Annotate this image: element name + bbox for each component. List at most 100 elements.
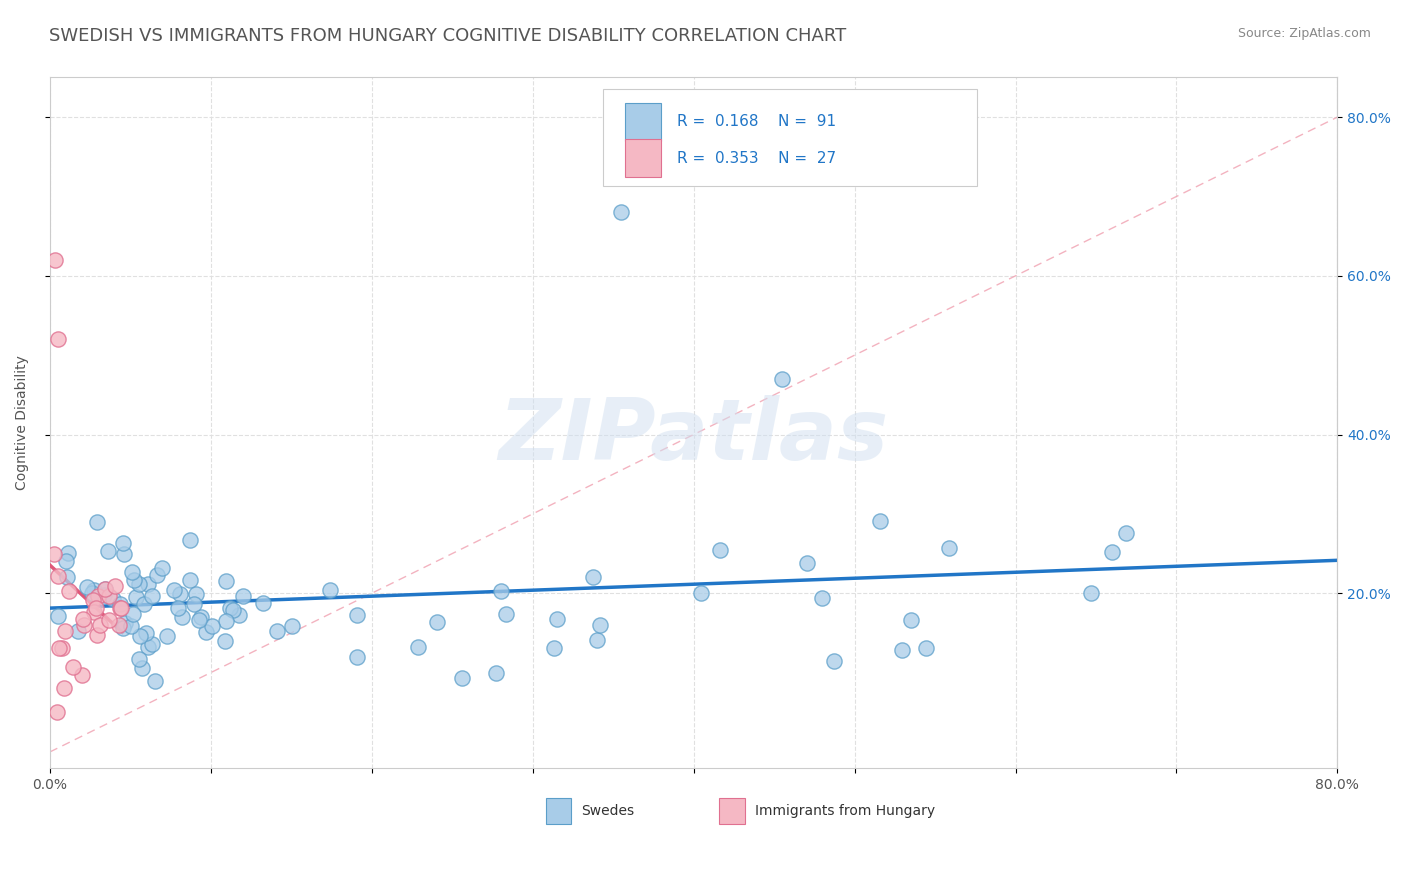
FancyBboxPatch shape [626, 103, 661, 141]
Point [426, 615, 449, 630]
Point [128, 576, 150, 591]
Point [53, 681, 76, 696]
Point [346, 650, 368, 665]
Point [589, 618, 612, 632]
Point [98, 589, 121, 603]
Point [114, 615, 136, 630]
Point [690, 586, 713, 600]
Point [48, 640, 70, 655]
Point [770, 372, 793, 386]
Point [183, 597, 205, 611]
Point [280, 619, 302, 633]
Point [46, 608, 69, 623]
Point [162, 582, 184, 597]
Point [108, 597, 131, 611]
Text: SWEDISH VS IMMIGRANTS FROM HUNGARY COGNITIVE DISABILITY CORRELATION CHART: SWEDISH VS IMMIGRANTS FROM HUNGARY COGNI… [49, 27, 846, 45]
Point [46, 332, 69, 346]
Point [141, 589, 163, 603]
Point [132, 597, 155, 611]
Point [201, 619, 224, 633]
Point [101, 592, 124, 607]
Point [46, 706, 69, 720]
Point [58, 584, 80, 599]
Point [62, 660, 84, 674]
Point [128, 652, 150, 666]
Point [55, 570, 77, 584]
Point [86, 628, 108, 642]
FancyBboxPatch shape [626, 139, 661, 178]
Point [232, 589, 254, 603]
Point [104, 579, 127, 593]
Text: ZIPatlas: ZIPatlas [499, 395, 889, 478]
Point [98, 613, 121, 627]
Point [94, 582, 117, 596]
Point [146, 568, 169, 582]
Point [184, 587, 207, 601]
Point [87, 589, 110, 603]
Point [125, 591, 148, 605]
Point [136, 640, 159, 654]
Point [346, 607, 368, 622]
Point [938, 541, 960, 555]
Point [179, 573, 201, 587]
Point [110, 600, 132, 615]
Point [169, 587, 191, 601]
Point [156, 629, 179, 643]
Point [135, 625, 157, 640]
Text: Swedes: Swedes [582, 804, 634, 818]
Point [83, 582, 105, 597]
Point [1101, 544, 1123, 558]
Text: R =  0.353    N =  27: R = 0.353 N = 27 [676, 151, 837, 166]
Point [1080, 586, 1102, 600]
Point [150, 561, 173, 575]
Point [252, 596, 274, 610]
Point [112, 547, 135, 561]
Point [121, 566, 143, 580]
Point [112, 621, 135, 635]
Point [136, 577, 159, 591]
Point [56, 546, 79, 560]
Point [194, 624, 217, 639]
Point [485, 665, 508, 680]
Point [108, 617, 131, 632]
Point [143, 673, 166, 688]
Point [546, 612, 568, 626]
Point [796, 556, 818, 570]
Point [110, 601, 132, 615]
Point [167, 601, 190, 615]
Point [73, 618, 96, 632]
Point [495, 607, 517, 621]
Point [228, 608, 250, 623]
Point [76, 580, 98, 594]
Point [53, 624, 76, 639]
Text: R =  0.168    N =  91: R = 0.168 N = 91 [676, 114, 837, 129]
Point [900, 613, 922, 627]
Point [83, 605, 105, 619]
Point [222, 603, 245, 617]
FancyBboxPatch shape [546, 797, 571, 824]
FancyBboxPatch shape [603, 89, 977, 186]
Point [84, 600, 107, 615]
Point [122, 573, 145, 587]
Text: Immigrants from Hungary: Immigrants from Hungary [755, 804, 935, 818]
Point [1115, 526, 1137, 541]
Point [319, 582, 342, 597]
Point [869, 514, 891, 528]
Text: Source: ZipAtlas.com: Source: ZipAtlas.com [1237, 27, 1371, 40]
Point [188, 613, 211, 627]
Point [266, 624, 288, 638]
Point [585, 632, 607, 647]
Point [44, 252, 66, 267]
Point [131, 660, 153, 674]
Point [46, 568, 69, 582]
Point [214, 634, 236, 648]
Point [94, 582, 117, 596]
Point [170, 610, 193, 624]
Point [55, 554, 77, 568]
Point [215, 615, 238, 629]
Point [406, 640, 429, 654]
Point [915, 641, 938, 656]
Point [610, 205, 633, 219]
Point [823, 654, 845, 668]
Point [179, 533, 201, 547]
